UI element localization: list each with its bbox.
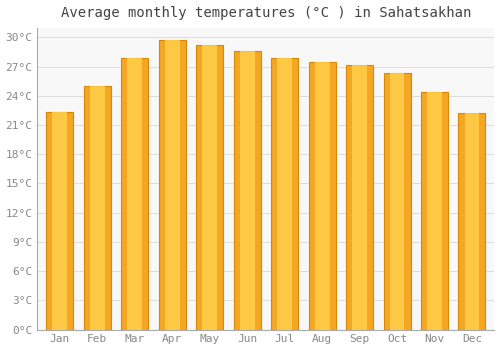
Bar	[90, 86, 105, 330]
Bar	[464, 113, 479, 330]
Bar	[384, 74, 410, 330]
Bar	[128, 58, 142, 330]
Bar	[46, 112, 74, 330]
Bar	[52, 112, 68, 330]
Bar	[240, 51, 254, 330]
Bar	[196, 45, 223, 330]
Bar	[421, 92, 448, 330]
Bar	[427, 92, 442, 330]
Title: Average monthly temperatures (°C ) in Sahatsakhan: Average monthly temperatures (°C ) in Sa…	[60, 6, 471, 20]
Bar	[346, 65, 373, 330]
Bar	[277, 58, 292, 330]
Bar	[308, 62, 336, 330]
Bar	[352, 65, 367, 330]
Bar	[390, 74, 404, 330]
Bar	[458, 113, 485, 330]
Bar	[159, 40, 186, 330]
Bar	[234, 51, 260, 330]
Bar	[122, 58, 148, 330]
Bar	[84, 86, 111, 330]
Bar	[202, 45, 217, 330]
Bar	[165, 40, 180, 330]
Bar	[271, 58, 298, 330]
Bar	[314, 62, 330, 330]
